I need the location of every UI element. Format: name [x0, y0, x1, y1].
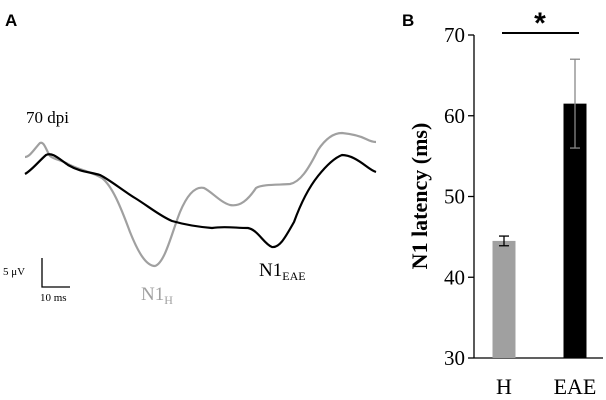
- x-category-label: EAE: [554, 374, 597, 399]
- peak-label-h: N1H: [141, 284, 173, 307]
- bar-h: [492, 240, 516, 358]
- trace-h: [24, 131, 377, 268]
- y-tick-label: 70: [444, 23, 465, 47]
- y-axis-title: N1 latency (ms): [407, 123, 432, 270]
- panel-letter-b: B: [402, 11, 414, 30]
- y-tick-label: 60: [444, 104, 465, 128]
- condition-label: 70 dpi: [26, 108, 69, 127]
- peak-label-eae: N1EAE: [259, 260, 306, 283]
- x-category-label: H: [496, 374, 512, 399]
- scale-time-label: 10 ms: [40, 292, 67, 304]
- scale-voltage-label: 5 μV: [3, 266, 25, 278]
- y-tick-label: 50: [444, 185, 465, 209]
- significance-star: *: [534, 7, 546, 40]
- bar-eae: [563, 103, 587, 358]
- y-tick-label: 30: [444, 346, 465, 370]
- latency-bar-chart: N1 latency (ms) 30 40 50 60 70 H EAE *: [407, 7, 603, 399]
- trace-panel: 70 dpi 5 μV 10 ms N1H N1EAE: [3, 108, 377, 307]
- y-tick-label: 40: [444, 265, 465, 289]
- panel-letter-a: A: [5, 11, 17, 30]
- trace-eae: [24, 153, 377, 249]
- scale-bar: [41, 258, 70, 288]
